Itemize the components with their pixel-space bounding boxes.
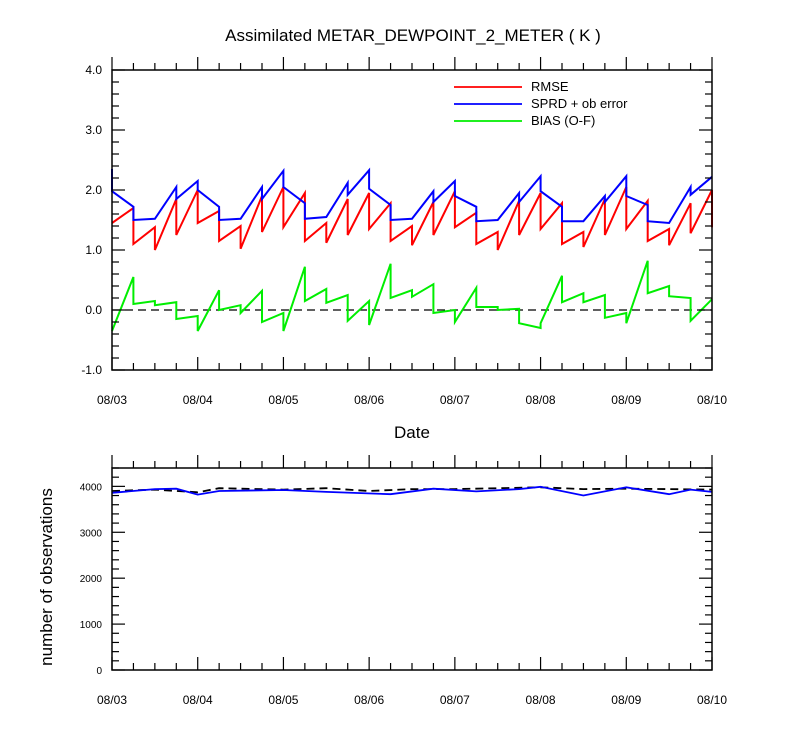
legend-label: SPRD + ob error (531, 96, 628, 111)
series-line-solid (111, 485, 713, 497)
top-series-group (111, 167, 713, 332)
bottom-panel: 08/03 08/04 08/05 08/06 08/07 08/08 08/09 08/10… (37, 455, 727, 707)
y-tick-label: 0 (96, 666, 102, 677)
y-tick-label: 0.0 (85, 303, 102, 317)
x-tick-label: 08/06 (354, 393, 384, 407)
x-tick-label: 08/03 (97, 393, 127, 407)
x-tick-label: 08/05 (268, 693, 298, 707)
y-tick-label: 3.0 (85, 123, 102, 137)
x-tick-label: 08/09 (611, 393, 641, 407)
x-tick-label: 08/04 (183, 393, 213, 407)
y-tick-label: 2.0 (85, 183, 102, 197)
bottom-ticks-group: 08/03 08/04 08/05 08/06 08/07 08/08 08/09 08/10… (80, 455, 727, 707)
legend: RMSE SPRD + ob error BIAS (O-F) (454, 79, 628, 128)
x-tick-label: 08/10 (697, 393, 727, 407)
x-tick-label: 08/07 (440, 393, 470, 407)
y-tick-label: 1000 (80, 620, 103, 631)
x-tick-label: 08/03 (97, 693, 127, 707)
top-panel: 08/03 08/04 08/05 08/06 08/07 08/08 08/09 08/10… (81, 57, 727, 442)
legend-label: RMSE (531, 79, 569, 94)
top-ticks-group: 08/03 08/04 08/05 08/06 08/07 08/08 08/09 08/10… (81, 57, 727, 407)
x-tick-label: 08/09 (611, 693, 641, 707)
y-tick-label: 4000 (80, 482, 103, 493)
y-tick-label: 1.0 (85, 243, 102, 257)
y-axis-label: number of observations (37, 488, 56, 666)
y-tick-label: 2000 (80, 574, 103, 585)
legend-label: BIAS (O-F) (531, 113, 595, 128)
series-line-sprd-ob-error (111, 167, 713, 225)
x-tick-label: 08/08 (526, 393, 556, 407)
x-tick-label: 08/04 (183, 693, 213, 707)
bottom-series-group (111, 485, 713, 497)
x-tick-label: 08/05 (268, 393, 298, 407)
x-tick-label: 08/06 (354, 693, 384, 707)
y-tick-label: -1.0 (81, 363, 102, 377)
y-tick-label: 4.0 (85, 63, 102, 77)
x-tick-label: 08/10 (697, 693, 727, 707)
x-axis-label: Date (394, 423, 430, 442)
chart-title: Assimilated METAR_DEWPOINT_2_METER ( K ) (225, 26, 601, 45)
x-tick-label: 08/08 (526, 693, 556, 707)
x-tick-label: 08/07 (440, 693, 470, 707)
bottom-plot-frame (111, 467, 713, 671)
y-tick-label: 3000 (80, 528, 103, 539)
series-line-bias-o-f (111, 260, 713, 332)
